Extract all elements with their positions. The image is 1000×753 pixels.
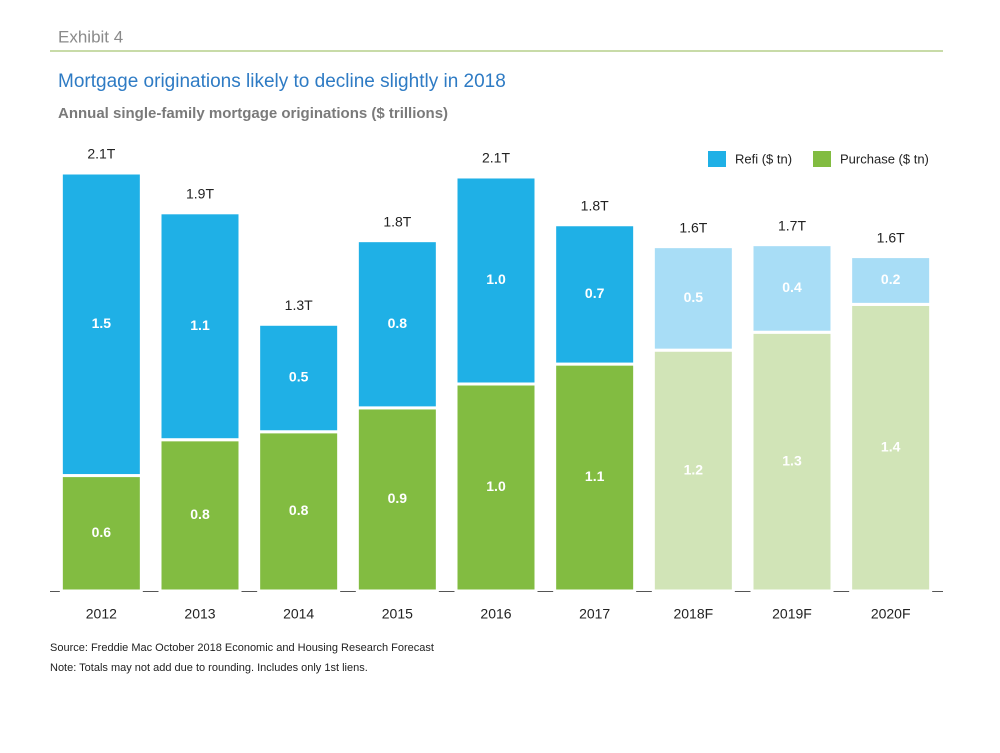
total-label: 1.9T [186,186,214,202]
value-label: 1.2 [684,461,704,477]
value-label: 0.8 [289,502,309,518]
bar-segment [257,322,341,434]
value-label: 1.4 [881,438,901,454]
value-label: 0.8 [388,315,408,331]
value-label: 1.3 [782,452,802,468]
legend-swatch [708,151,726,167]
bar-segment [59,171,143,478]
value-label: 1.1 [190,317,210,333]
bar-segment [750,330,834,593]
value-label: 0.2 [881,271,901,287]
footnote: Note: Totals may not add due to rounding… [50,662,368,674]
legend-label: Refi ($ tn) [735,151,792,166]
bar-segment [651,348,735,593]
value-label: 0.7 [585,285,605,301]
value-label: 1.0 [486,478,506,494]
bar-segment [553,362,637,593]
legend-label: Purchase ($ tn) [840,151,929,166]
bar-segment [355,406,439,593]
total-label: 1.6T [877,229,905,245]
bar-segment [355,239,439,410]
bar-segment [454,382,538,593]
value-label: 0.5 [289,369,309,385]
bar-segment [750,243,834,334]
exhibit-label: Exhibit 4 [58,27,123,46]
bar-segment [849,255,933,306]
value-label: 1.5 [92,315,112,331]
value-label: 0.4 [782,279,802,295]
value-label: 0.6 [92,524,112,540]
value-label: 1.1 [585,468,605,484]
legend-swatch [813,151,831,167]
chart-subtitle: Annual single-family mortgage originatio… [58,105,448,122]
bar-segment [454,175,538,386]
bar-segment [59,474,143,593]
value-label: 0.8 [190,506,210,522]
total-label: 1.8T [581,197,609,213]
x-tick-label: 2019F [772,606,812,622]
x-tick-label: 2016 [480,606,511,622]
x-tick-label: 2018F [673,606,713,622]
x-tick-label: 2017 [579,606,610,622]
source-note: Source: Freddie Mac October 2018 Economi… [50,642,434,654]
value-label: 0.9 [388,490,408,506]
x-tick-label: 2013 [184,606,215,622]
value-label: 0.5 [684,289,704,305]
total-label: 1.7T [778,217,806,233]
total-label: 1.6T [679,219,707,235]
bar-segment [158,211,242,442]
chart-title: Mortgage originations likely to decline … [58,71,506,92]
x-tick-label: 2012 [86,606,117,622]
x-tick-label: 2020F [871,606,911,622]
value-label: 1.0 [486,271,506,287]
x-tick-label: 2015 [382,606,413,622]
x-tick-label: 2014 [283,606,314,622]
total-label: 1.8T [383,213,411,229]
total-label: 1.3T [285,297,313,313]
bar-segment [553,223,637,366]
bar-segment [158,438,242,593]
bar-segment [849,302,933,593]
total-label: 2.1T [87,146,115,162]
total-label: 2.1T [482,150,510,166]
bar-segment [651,245,735,352]
